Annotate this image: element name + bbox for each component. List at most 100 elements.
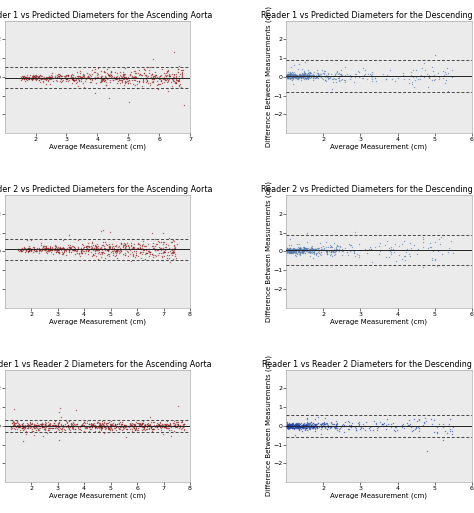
Point bbox=[174, 77, 182, 86]
Point bbox=[83, 424, 91, 432]
Point bbox=[310, 422, 318, 430]
Point bbox=[109, 425, 116, 433]
Point bbox=[296, 423, 303, 431]
Point bbox=[20, 244, 28, 252]
Point bbox=[284, 420, 292, 428]
Point bbox=[62, 417, 70, 425]
Point bbox=[297, 424, 304, 432]
Point bbox=[48, 246, 56, 254]
Point bbox=[125, 97, 132, 106]
Point bbox=[296, 425, 303, 433]
Point bbox=[288, 420, 295, 428]
Point bbox=[293, 419, 301, 427]
Point bbox=[66, 244, 73, 252]
Point bbox=[292, 251, 299, 260]
Point bbox=[139, 240, 146, 248]
Point bbox=[317, 430, 324, 438]
Point bbox=[294, 65, 302, 73]
Point bbox=[298, 72, 306, 80]
Point bbox=[107, 73, 115, 81]
Point bbox=[136, 420, 143, 428]
Point bbox=[80, 71, 88, 79]
Point bbox=[135, 77, 143, 85]
Point bbox=[32, 423, 39, 431]
Point bbox=[132, 425, 140, 433]
Point bbox=[100, 421, 108, 429]
Point bbox=[310, 71, 318, 80]
Point bbox=[62, 251, 70, 259]
Point bbox=[54, 421, 61, 429]
Point bbox=[163, 67, 171, 75]
Point bbox=[160, 75, 168, 84]
Point bbox=[288, 421, 295, 429]
Point bbox=[312, 74, 319, 82]
Point bbox=[301, 69, 309, 77]
Point bbox=[50, 245, 58, 253]
Point bbox=[288, 249, 296, 257]
Point bbox=[113, 420, 120, 428]
Point bbox=[30, 73, 38, 82]
Point bbox=[286, 247, 294, 255]
Point bbox=[153, 240, 160, 248]
Point bbox=[45, 245, 53, 253]
Point bbox=[333, 245, 340, 253]
Point bbox=[289, 246, 297, 254]
Point bbox=[93, 73, 100, 81]
Point bbox=[311, 245, 319, 253]
Point bbox=[40, 75, 48, 83]
Point bbox=[292, 73, 299, 82]
Point bbox=[333, 245, 340, 253]
Point bbox=[339, 420, 346, 428]
Point bbox=[49, 245, 57, 253]
Point bbox=[181, 420, 188, 428]
Point bbox=[298, 422, 306, 430]
Point bbox=[149, 425, 157, 433]
Point bbox=[445, 420, 452, 428]
Point bbox=[149, 425, 156, 433]
Point bbox=[290, 245, 298, 253]
Point bbox=[305, 72, 313, 80]
Point bbox=[285, 422, 293, 430]
Point bbox=[287, 422, 295, 430]
Point bbox=[399, 69, 407, 77]
Point bbox=[314, 71, 321, 79]
Point bbox=[78, 73, 85, 82]
Point bbox=[286, 69, 294, 77]
Point bbox=[392, 256, 400, 265]
Point bbox=[309, 254, 317, 262]
Point bbox=[30, 427, 37, 436]
Point bbox=[113, 247, 121, 255]
Point bbox=[176, 62, 183, 70]
Point bbox=[96, 420, 103, 428]
Point bbox=[14, 419, 22, 427]
Point bbox=[113, 254, 121, 263]
Point bbox=[18, 73, 25, 81]
Point bbox=[291, 71, 299, 79]
Point bbox=[283, 246, 291, 254]
Point bbox=[284, 74, 292, 82]
Point bbox=[293, 421, 301, 429]
Point bbox=[284, 246, 292, 254]
Point bbox=[292, 245, 300, 253]
Point bbox=[291, 423, 298, 431]
Point bbox=[145, 69, 153, 77]
Point bbox=[129, 420, 137, 428]
Point bbox=[72, 76, 79, 84]
Point bbox=[306, 424, 313, 432]
Point bbox=[154, 81, 161, 89]
Point bbox=[284, 72, 292, 81]
Point bbox=[342, 243, 349, 251]
Point bbox=[287, 248, 295, 256]
Point bbox=[136, 420, 144, 428]
Point bbox=[37, 74, 45, 83]
Point bbox=[327, 419, 335, 427]
Point bbox=[40, 244, 47, 252]
Point bbox=[304, 71, 311, 79]
Point bbox=[69, 246, 77, 254]
Point bbox=[129, 73, 137, 82]
Point bbox=[129, 243, 137, 251]
Point bbox=[94, 244, 102, 252]
Point bbox=[91, 423, 99, 431]
Point bbox=[161, 248, 168, 256]
Point bbox=[138, 419, 146, 427]
